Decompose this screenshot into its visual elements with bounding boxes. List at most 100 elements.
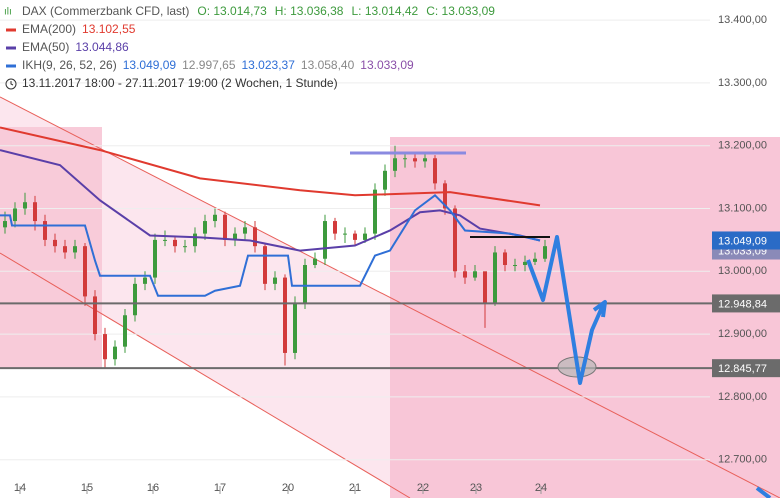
clock-icon [10, 81, 14, 86]
candle-body [213, 214, 217, 222]
y-tick-label: 13.300,00 [718, 77, 767, 89]
ohlc-label: C: 13.033,09 [426, 4, 495, 18]
grid [0, 19, 710, 461]
y-tick-label: 13.100,00 [718, 202, 767, 214]
ohlc-label: L: 13.014,42 [351, 4, 418, 18]
clock-icon [5, 78, 17, 90]
candle-body [193, 233, 197, 247]
ohlc-label: O: 13.014,73 [197, 4, 267, 18]
candle-body [423, 158, 427, 162]
line-series [0, 126, 541, 207]
candle-body [473, 271, 477, 278]
candle-body [153, 239, 157, 278]
candle-body [503, 252, 507, 266]
channel-line [0, 96, 780, 498]
candle-body [303, 265, 307, 303]
channel-line [0, 252, 411, 498]
x-tick-label: 20 [282, 482, 294, 494]
candle-body [173, 239, 177, 247]
candle-body [123, 315, 127, 347]
candle-body [233, 233, 237, 240]
candle-body [163, 239, 167, 241]
candle-body [543, 246, 547, 259]
legend: ılı DAX (Commerzbank CFD, last) EMA(200)… [4, 4, 495, 90]
candle-body [393, 158, 397, 171]
y-tick-label: 13.400,00 [718, 14, 767, 26]
line-series [0, 149, 541, 252]
legend-value: 13.044,86 [75, 40, 129, 54]
candle-body [143, 277, 147, 284]
price-tag-label: 12.845,77 [718, 363, 767, 375]
candle-body [113, 346, 117, 360]
candle-body [133, 283, 137, 316]
price-tag [712, 359, 780, 378]
y-tick-label: 12.700,00 [718, 454, 767, 466]
candle-body [453, 208, 457, 272]
period-label: 13.11.2017 18:00 - 27.11.2017 19:00 (2 W… [22, 76, 338, 90]
candle-body [273, 277, 277, 284]
y-tick-label: 12.800,00 [718, 391, 767, 403]
x-tick-label: 16 [147, 482, 159, 494]
x-tick-label: 14 [14, 482, 26, 494]
candle-body [33, 202, 37, 222]
x-tick-label: 15 [81, 482, 93, 494]
legend-label: EMA(200) [22, 22, 76, 36]
price-tag [712, 231, 780, 250]
x-tick-label: 24 [535, 482, 547, 494]
candle-body [463, 271, 467, 278]
legend-label: EMA(50) [22, 40, 69, 54]
candle-body [363, 233, 367, 240]
candle-body [373, 189, 377, 234]
x-tick-label: 23 [470, 482, 482, 494]
candle-body [313, 258, 317, 266]
axes: 13.400,00 13.300,00 13.200,00 13.100,00 13.0… [14, 14, 780, 494]
candle-body [493, 252, 497, 303]
line-series [0, 193, 541, 297]
candle-body [513, 265, 517, 267]
legend-title: DAX (Commerzbank CFD, last) [22, 4, 189, 18]
candle-body [523, 261, 527, 266]
candle-body [23, 202, 27, 209]
candle-body [533, 258, 537, 262]
candle-body [443, 183, 447, 209]
x-tick-label: 22 [417, 482, 429, 494]
candle-body [263, 246, 267, 284]
candle-body [73, 246, 77, 253]
candle-body [333, 221, 337, 234]
legend-value: 13.058,40 [301, 58, 355, 72]
legend-value: 13.102,55 [82, 22, 136, 36]
legend-value: 13.049,09 [123, 58, 177, 72]
candle-body [83, 246, 87, 297]
candle-body [183, 246, 187, 248]
candle-body [93, 296, 97, 335]
candle-body [103, 334, 107, 360]
candle-body [483, 271, 487, 303]
candle-body [343, 233, 347, 235]
zone-right [390, 137, 780, 498]
candle-body [13, 208, 17, 222]
candle-body [53, 239, 57, 247]
y-tick-label: 13.000,00 [718, 265, 767, 277]
price-tag [712, 294, 780, 313]
y-tick-label: 13.200,00 [718, 140, 767, 152]
candle-body [243, 227, 247, 234]
x-tick-label: 17 [214, 482, 226, 494]
candle-body [3, 221, 7, 228]
candle-body [223, 214, 227, 240]
legend-value: 13.023,37 [242, 58, 296, 72]
price-tag-label: 12.948,84 [718, 298, 767, 310]
plot [0, 126, 712, 370]
candle-body [383, 170, 387, 190]
candle-body [433, 158, 437, 184]
candle-body [43, 221, 47, 240]
candle-body [353, 233, 357, 240]
candle-body [293, 302, 297, 353]
legend-value: 12.997,65 [182, 58, 236, 72]
candle-body [63, 246, 67, 253]
candle-body [283, 277, 287, 353]
candle-body [203, 221, 207, 234]
y-tick-label: 12.900,00 [718, 328, 767, 340]
candle-body [323, 221, 327, 259]
candle-body [413, 158, 417, 162]
